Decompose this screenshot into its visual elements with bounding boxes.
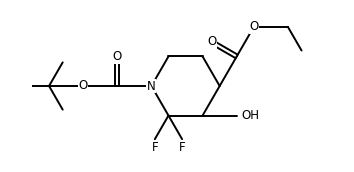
Text: OH: OH: [242, 109, 260, 122]
Text: O: O: [113, 51, 122, 63]
Text: O: O: [207, 35, 216, 49]
Text: O: O: [249, 20, 258, 33]
Text: F: F: [179, 141, 185, 154]
Text: F: F: [152, 141, 158, 154]
Text: O: O: [79, 79, 88, 93]
Text: N: N: [147, 79, 156, 93]
